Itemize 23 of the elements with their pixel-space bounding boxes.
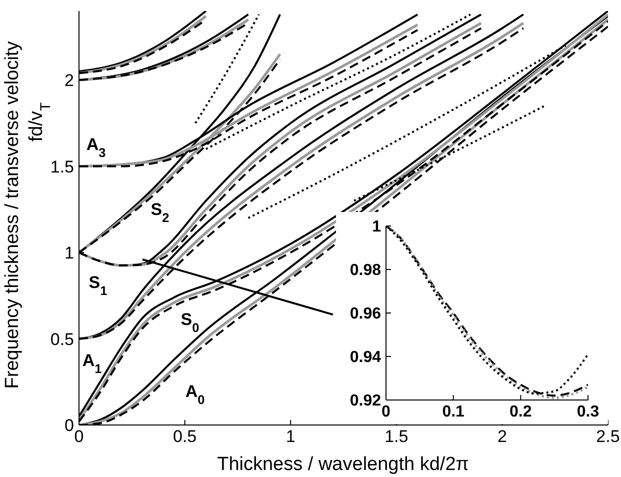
x-tick-label: 0.3 bbox=[576, 403, 600, 420]
annotation: S$_{0}$ bbox=[180, 310, 200, 335]
x-axis-title: Thickness / wavelength kd/2π bbox=[217, 454, 469, 475]
x-tick-label: 1 bbox=[286, 427, 296, 446]
y-tick-label: 2 bbox=[64, 71, 74, 90]
x-tick-label: 0.2 bbox=[510, 403, 532, 420]
y-tick-label: 1 bbox=[372, 218, 382, 236]
annotation: A$_{3}$ bbox=[86, 135, 106, 160]
y-tick-label: 0.98 bbox=[350, 262, 382, 280]
annotation: S$_{2}$ bbox=[150, 200, 170, 225]
x-tick-label: 1.5 bbox=[384, 427, 408, 446]
annotation: A$_{1}$ bbox=[82, 351, 102, 376]
x-tick-label: 0.1 bbox=[442, 403, 465, 420]
annotation: A$_{0}$ bbox=[185, 382, 205, 407]
y-tick-label: 1 bbox=[64, 244, 74, 263]
x-tick-label: 2 bbox=[497, 427, 507, 446]
y-tick-label: 0.94 bbox=[350, 349, 382, 366]
y-tick-label: 1.5 bbox=[50, 157, 74, 176]
x-tick-label: 2.5 bbox=[596, 427, 620, 446]
annotation: S$_{1}$ bbox=[88, 273, 108, 298]
x-tick-label: 0.5 bbox=[172, 427, 197, 446]
y-tick-label: 0.96 bbox=[350, 306, 382, 323]
y-tick-label: 0.92 bbox=[350, 392, 382, 410]
